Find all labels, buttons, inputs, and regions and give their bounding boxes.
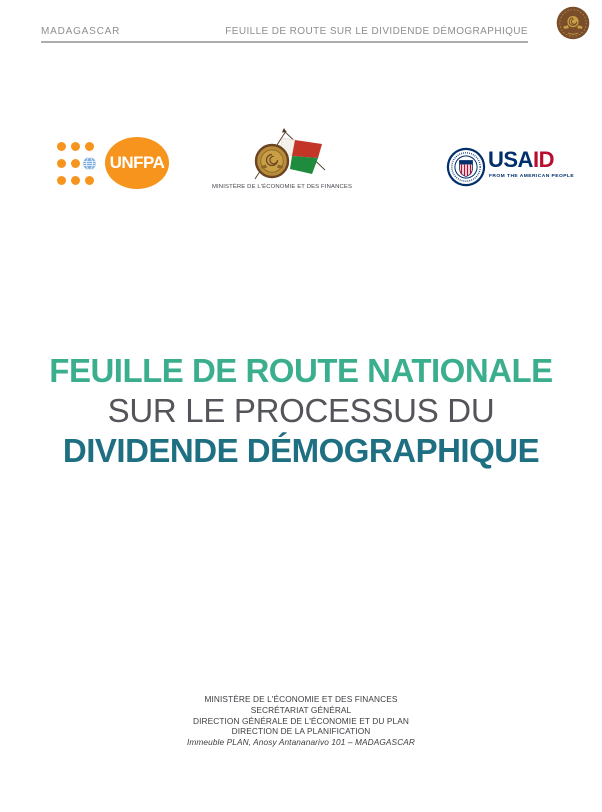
unfpa-dot [71,159,80,168]
unfpa-dot [85,142,94,151]
footer-address: Immeuble PLAN, Anosy Antananarivo 101 – … [186,737,416,748]
madagascar-flag-red [292,140,322,158]
usaid-wordmark-usa: USA [488,147,533,172]
unfpa-dot [71,142,80,151]
document-title: FEUILLE DE ROUTE NATIONALE SUR LE PROCES… [0,351,602,471]
madagascar-flag-green [290,156,318,174]
header-divider [41,41,528,43]
usaid-wordmark-id: ID [532,147,555,172]
header-document-label: FEUILLE DE ROUTE SUR LE DIVIDENDE DÉMOGR… [225,26,528,37]
footer-line-direction-planification: DIRECTION DE LA PLANIFICATION [231,726,371,737]
title-line-2: SUR LE PROCESSUS DU [107,392,495,429]
unfpa-dot [71,176,80,185]
usaid-tagline: FROM THE AMERICAN PEOPLE [489,174,575,179]
usaid-wordmark: USAID [488,149,554,171]
unfpa-label: UNFPA [109,153,165,172]
footer-line-ministry: MINISTÈRE DE L'ÉCONOMIE ET DES FINANCES [204,694,398,704]
title-line-3: DIVIDENDE DÉMOGRAPHIQUE [62,432,540,469]
unfpa-dot [85,176,94,185]
unfpa-dot [57,176,66,185]
unfpa-dot [57,142,66,151]
footer-line-direction-generale: DIRECTION GÉNÉRALE DE L'ÉCONOMIE ET DU P… [193,715,409,726]
unfpa-logo: UNFPA [57,136,172,192]
ministry-emblem-icon [225,128,343,183]
usaid-seal-icon [446,147,486,187]
unfpa-circle: UNFPA [105,137,169,189]
un-globe-icon [83,157,96,170]
header-country-label: MADAGASCAR [41,26,121,37]
footer-line-secretariat: SECRÉTARIAT GÉNÉRAL [250,704,352,715]
unfpa-dot [57,159,66,168]
title-line-1: FEUILLE DE ROUTE NATIONALE [49,352,553,389]
ministry-caption: MINISTÈRE DE L'ÉCONOMIE ET DES FINANCES [211,184,353,190]
footer-publisher-block: MINISTÈRE DE L'ÉCONOMIE ET DES FINANCES … [0,694,602,748]
madagascar-seal-icon [556,6,590,40]
